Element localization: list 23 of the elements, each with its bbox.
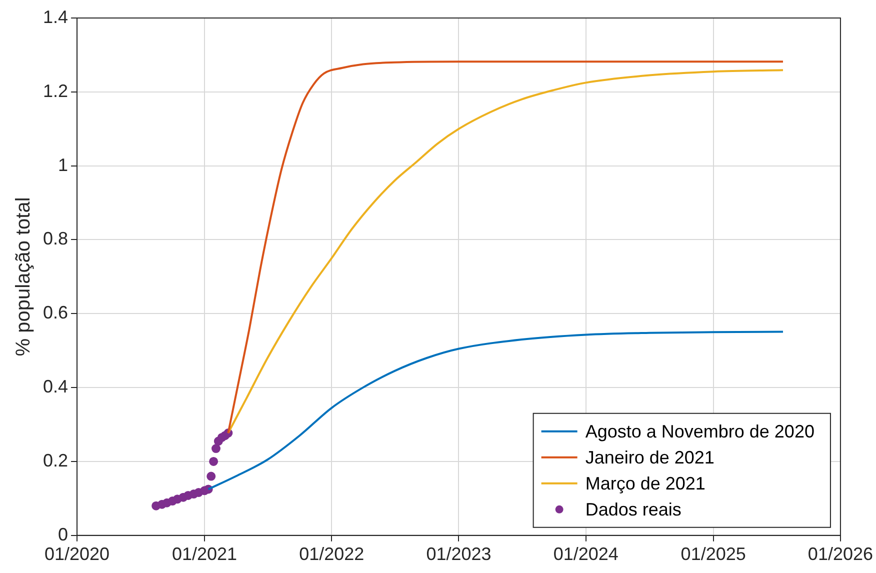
- x-tick-label: 01/2026: [808, 544, 874, 564]
- x-tick-label: 01/2023: [426, 544, 492, 564]
- x-tick-label: 01/2021: [172, 544, 238, 564]
- legend-label: Janeiro de 2021: [585, 447, 714, 468]
- y-tick-label: 0.4: [42, 376, 68, 397]
- x-tick-label: 01/2020: [44, 544, 110, 564]
- legend-label: Dados reais: [585, 499, 682, 520]
- legend-label: Agosto a Novembro de 2020: [585, 421, 814, 442]
- y-tick-label: 0.8: [42, 228, 68, 249]
- y-tick-label: 1.2: [42, 80, 68, 101]
- x-tick-label: 01/2024: [553, 544, 618, 564]
- legend-label: Março de 2021: [585, 473, 706, 494]
- y-tick-label: 0.2: [42, 450, 68, 470]
- y-tick-label: 1.4: [42, 6, 68, 27]
- y-tick-label: 0.6: [42, 302, 68, 323]
- point: [211, 444, 220, 454]
- x-tick-label: 01/2025: [680, 544, 746, 564]
- y-axis-title: % população total: [12, 197, 35, 356]
- y-tick-label: 1: [58, 154, 68, 175]
- x-tick-label: 01/2022: [299, 544, 364, 564]
- y-tick-label: 0: [58, 524, 68, 544]
- point: [209, 456, 218, 466]
- point: [206, 472, 216, 481]
